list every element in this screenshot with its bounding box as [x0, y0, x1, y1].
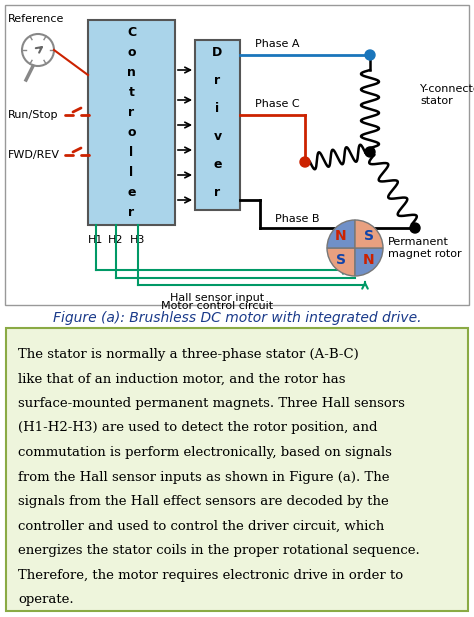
- Wedge shape: [327, 248, 355, 276]
- Wedge shape: [355, 220, 383, 248]
- FancyBboxPatch shape: [6, 328, 468, 611]
- Text: Y-connected
stator: Y-connected stator: [420, 84, 474, 106]
- Text: Motor control circuit: Motor control circuit: [161, 301, 273, 311]
- Text: (H1-H2-H3) are used to detect the rotor position, and: (H1-H2-H3) are used to detect the rotor …: [18, 421, 377, 434]
- Text: D: D: [212, 46, 223, 59]
- Text: e: e: [127, 186, 136, 199]
- Text: energizes the stator coils in the proper rotational sequence.: energizes the stator coils in the proper…: [18, 544, 420, 557]
- Text: n: n: [127, 65, 136, 78]
- Text: like that of an induction motor, and the rotor has: like that of an induction motor, and the…: [18, 373, 346, 386]
- Text: Phase A: Phase A: [255, 39, 300, 49]
- Bar: [88, 20, 175, 225]
- Text: r: r: [128, 205, 135, 218]
- Text: o: o: [127, 125, 136, 138]
- Text: t: t: [128, 86, 135, 99]
- Text: r: r: [214, 73, 220, 86]
- Text: r: r: [128, 106, 135, 118]
- Text: C: C: [127, 25, 136, 38]
- Text: l: l: [129, 165, 134, 178]
- FancyBboxPatch shape: [5, 5, 469, 305]
- Text: e: e: [213, 157, 222, 170]
- Circle shape: [300, 157, 310, 167]
- Text: commutation is perform electronically, based on signals: commutation is perform electronically, b…: [18, 446, 392, 459]
- Text: Phase B: Phase B: [275, 214, 319, 224]
- Text: The stator is normally a three-phase stator (A-B-C): The stator is normally a three-phase sta…: [18, 348, 359, 361]
- Text: N: N: [335, 229, 347, 243]
- Circle shape: [365, 147, 375, 157]
- Text: S: S: [364, 229, 374, 243]
- Text: Permanent
magnet rotor: Permanent magnet rotor: [388, 237, 462, 259]
- Text: Reference: Reference: [8, 14, 64, 24]
- Text: o: o: [127, 46, 136, 59]
- Circle shape: [410, 223, 420, 233]
- Text: H1: H1: [88, 235, 104, 245]
- Text: FWD/REV: FWD/REV: [8, 150, 60, 160]
- Text: surface-mounted permanent magnets. Three Hall sensors: surface-mounted permanent magnets. Three…: [18, 397, 405, 410]
- Text: controller and used to control the driver circuit, which: controller and used to control the drive…: [18, 520, 384, 532]
- Text: H3: H3: [130, 235, 146, 245]
- Text: H2: H2: [108, 235, 124, 245]
- Text: signals from the Hall effect sensors are decoded by the: signals from the Hall effect sensors are…: [18, 495, 389, 508]
- Text: Run/Stop: Run/Stop: [8, 110, 58, 120]
- Text: r: r: [214, 186, 220, 199]
- Text: from the Hall sensor inputs as shown in Figure (a). The: from the Hall sensor inputs as shown in …: [18, 471, 390, 484]
- Wedge shape: [327, 220, 355, 248]
- Text: l: l: [129, 146, 134, 159]
- Text: v: v: [213, 130, 221, 143]
- Text: Therefore, the motor requires electronic drive in order to: Therefore, the motor requires electronic…: [18, 568, 403, 581]
- Wedge shape: [355, 248, 383, 276]
- Text: i: i: [216, 102, 219, 115]
- Bar: [195, 40, 240, 210]
- Text: operate.: operate.: [18, 593, 73, 606]
- Text: Phase C: Phase C: [255, 99, 300, 109]
- Circle shape: [365, 50, 375, 60]
- Text: Hall sensor input: Hall sensor input: [170, 293, 264, 303]
- Text: Figure (a): Brushless DC motor with integrated drive.: Figure (a): Brushless DC motor with inte…: [53, 311, 421, 325]
- Text: N: N: [363, 253, 375, 267]
- Text: S: S: [336, 253, 346, 267]
